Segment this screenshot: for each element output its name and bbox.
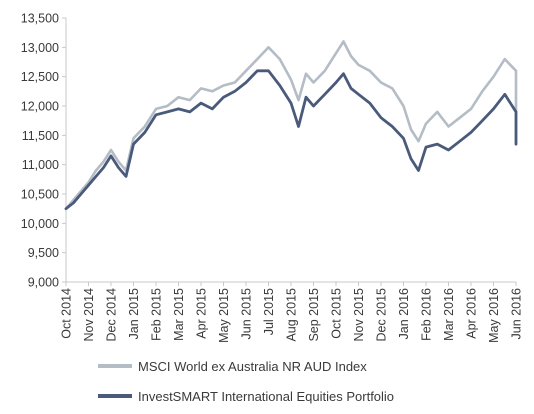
y-tick-label: 13,500: [21, 12, 59, 26]
y-tick-label: 11,000: [22, 158, 59, 172]
x-tick-label: Jun 2015: [240, 288, 254, 339]
x-tick-label: Mar 2015: [172, 288, 186, 341]
x-tick-label: Jan 2015: [127, 288, 141, 339]
x-tick-label: Dec 2015: [375, 288, 389, 342]
x-tick-label: Jan 2016: [397, 288, 411, 339]
legend-item-investsmart: InvestSMART International Equities Portf…: [98, 381, 394, 411]
line-chart: 9,000 9,500 10,000 10,500 11,000 11,500 12,000…: [21, 12, 524, 343]
x-tick-label: Mar 2016: [442, 288, 456, 341]
x-tick-label: Oct 2014: [60, 288, 74, 339]
x-tick-label: May 2015: [217, 288, 231, 343]
x-tick-label: Feb 2015: [150, 288, 164, 341]
y-tick-label: 9,000: [28, 276, 59, 290]
x-tick-label: Jul 2015: [262, 288, 276, 335]
legend-item-msci: MSCI World ex Australia NR AUD Index: [98, 351, 394, 381]
x-axis: Oct 2014 Nov 2014 Dec 2014 Jan 2015 Feb 2015…: [60, 281, 524, 343]
y-tick-label: 12,500: [21, 70, 59, 84]
y-tick-label: 13,000: [21, 41, 59, 55]
x-tick-label: Sep 2015: [307, 288, 321, 342]
y-axis: 9,000 9,500 10,000 10,500 11,000 11,500 12,000…: [21, 12, 67, 290]
legend-swatch-msci: [98, 364, 132, 368]
x-tick-label: Feb 2016: [420, 288, 434, 341]
x-tick-label: Apr 2015: [195, 288, 209, 339]
legend-label-msci: MSCI World ex Australia NR AUD Index: [138, 358, 367, 374]
x-tick-label: Oct 2015: [330, 288, 344, 339]
x-tick-label: Apr 2016: [465, 288, 479, 339]
x-tick-label: Dec 2014: [105, 288, 119, 342]
x-tick-label: May 2016: [487, 288, 501, 343]
x-tick-label: Nov 2014: [82, 288, 96, 342]
y-tick-label: 11,500: [22, 129, 59, 143]
series-line-investsmart: [64, 69, 518, 211]
legend: MSCI World ex Australia NR AUD Index Inv…: [98, 351, 394, 411]
y-tick-label: 12,000: [21, 100, 59, 114]
y-tick-label: 9,500: [28, 246, 59, 260]
series-layer: [64, 40, 518, 211]
x-tick-label: Nov 2015: [352, 288, 366, 342]
legend-swatch-investsmart: [98, 394, 132, 398]
legend-label-investsmart: InvestSMART International Equities Portf…: [138, 388, 395, 404]
x-tick-label: Jun 2016: [510, 288, 524, 339]
series-line-msci: [64, 40, 518, 210]
x-tick-label: Aug 2015: [285, 288, 299, 342]
y-tick-label: 10,000: [21, 217, 59, 231]
y-tick-label: 10,500: [21, 188, 59, 202]
